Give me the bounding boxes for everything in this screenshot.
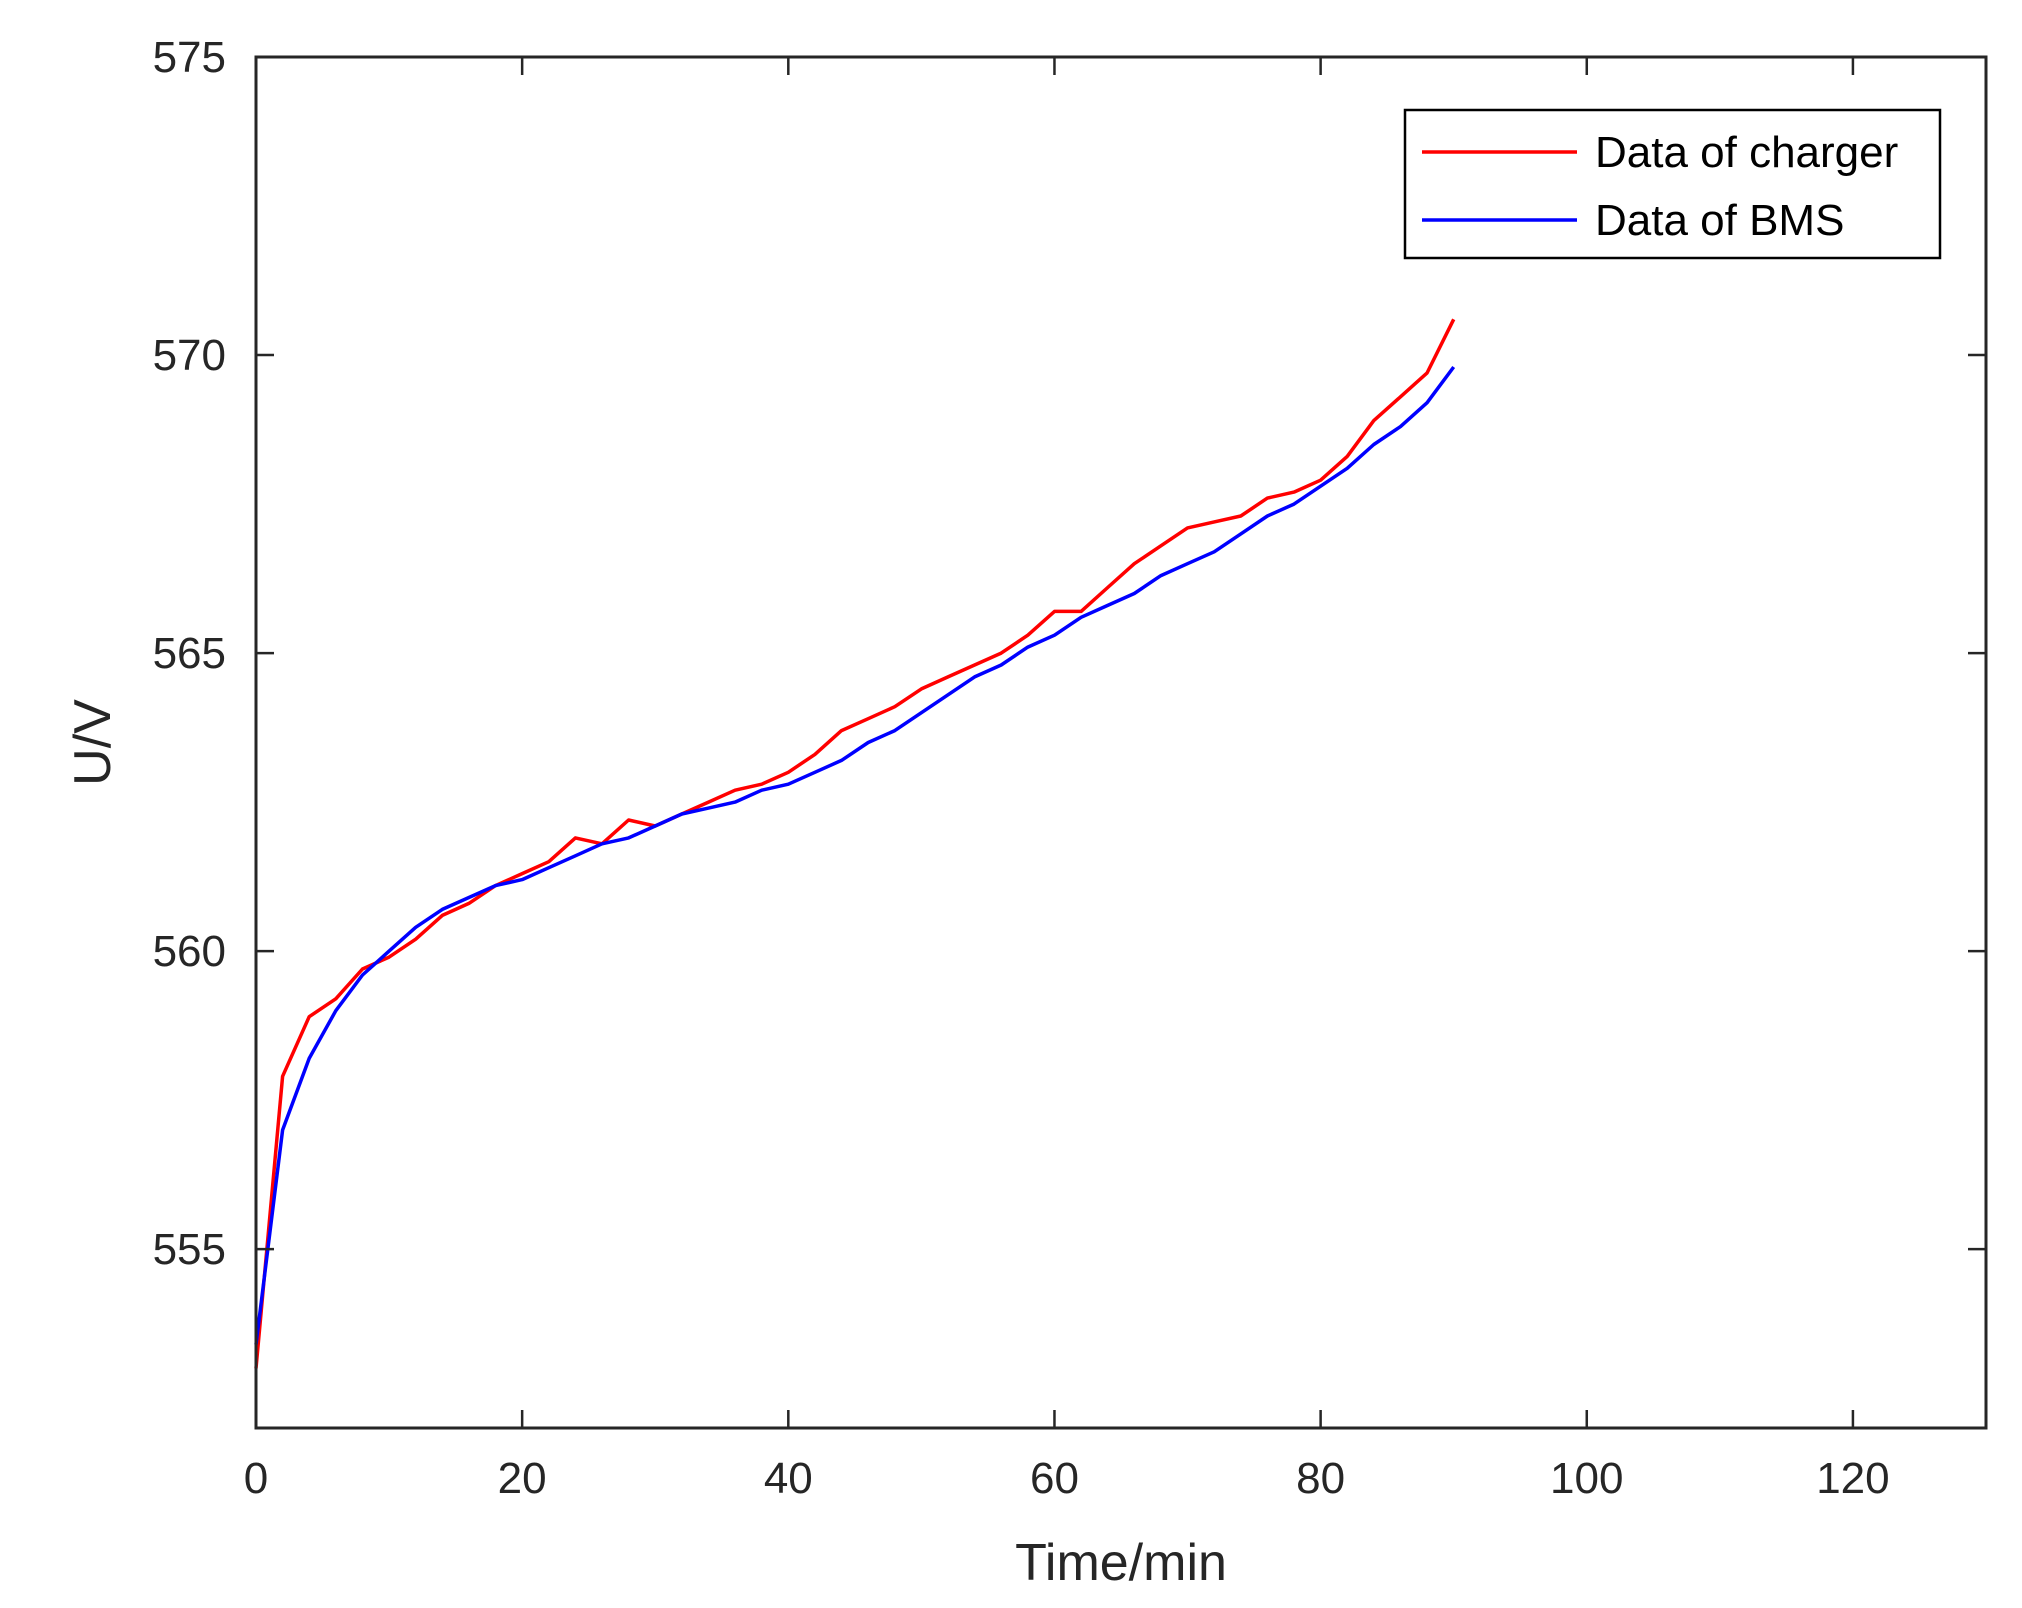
axis-ticks xyxy=(254,55,1986,1428)
y-tick-label-3: 570 xyxy=(153,331,226,380)
y-tick-label-0: 555 xyxy=(153,1225,226,1274)
x-tick-label-6: 120 xyxy=(1816,1454,1889,1503)
plot-lines xyxy=(254,318,1456,1369)
x-tick-label-4: 80 xyxy=(1296,1454,1345,1503)
y-tick-label-1: 560 xyxy=(153,927,226,976)
x-tick-label-3: 60 xyxy=(1030,1454,1079,1503)
axis-tick-labels: 0 20 40 60 80 100 120 555 560 565 570 575 xyxy=(153,33,1890,1503)
legend-box xyxy=(1403,108,1942,260)
y-tick-label-4: 575 xyxy=(153,33,226,82)
x-tick-label-2: 40 xyxy=(764,1454,813,1503)
x-axis-label: Time/min xyxy=(1015,1534,1227,1592)
series-line-0 xyxy=(254,318,1456,1369)
y-axis-label: U/V xyxy=(64,699,122,786)
legend-entry-charger: Data of charger xyxy=(1595,128,1898,177)
legend-entry-bms: Data of BMS xyxy=(1595,196,1844,245)
plot-area-border xyxy=(254,55,1988,1430)
x-tick-label-0: 0 xyxy=(244,1454,268,1503)
y-tick-label-2: 565 xyxy=(153,629,226,678)
x-tick-label-5: 100 xyxy=(1550,1454,1623,1503)
x-tick-label-1: 20 xyxy=(498,1454,547,1503)
legend: Data of charger Data of BMS xyxy=(1403,108,1942,260)
series-line-1 xyxy=(254,365,1456,1345)
